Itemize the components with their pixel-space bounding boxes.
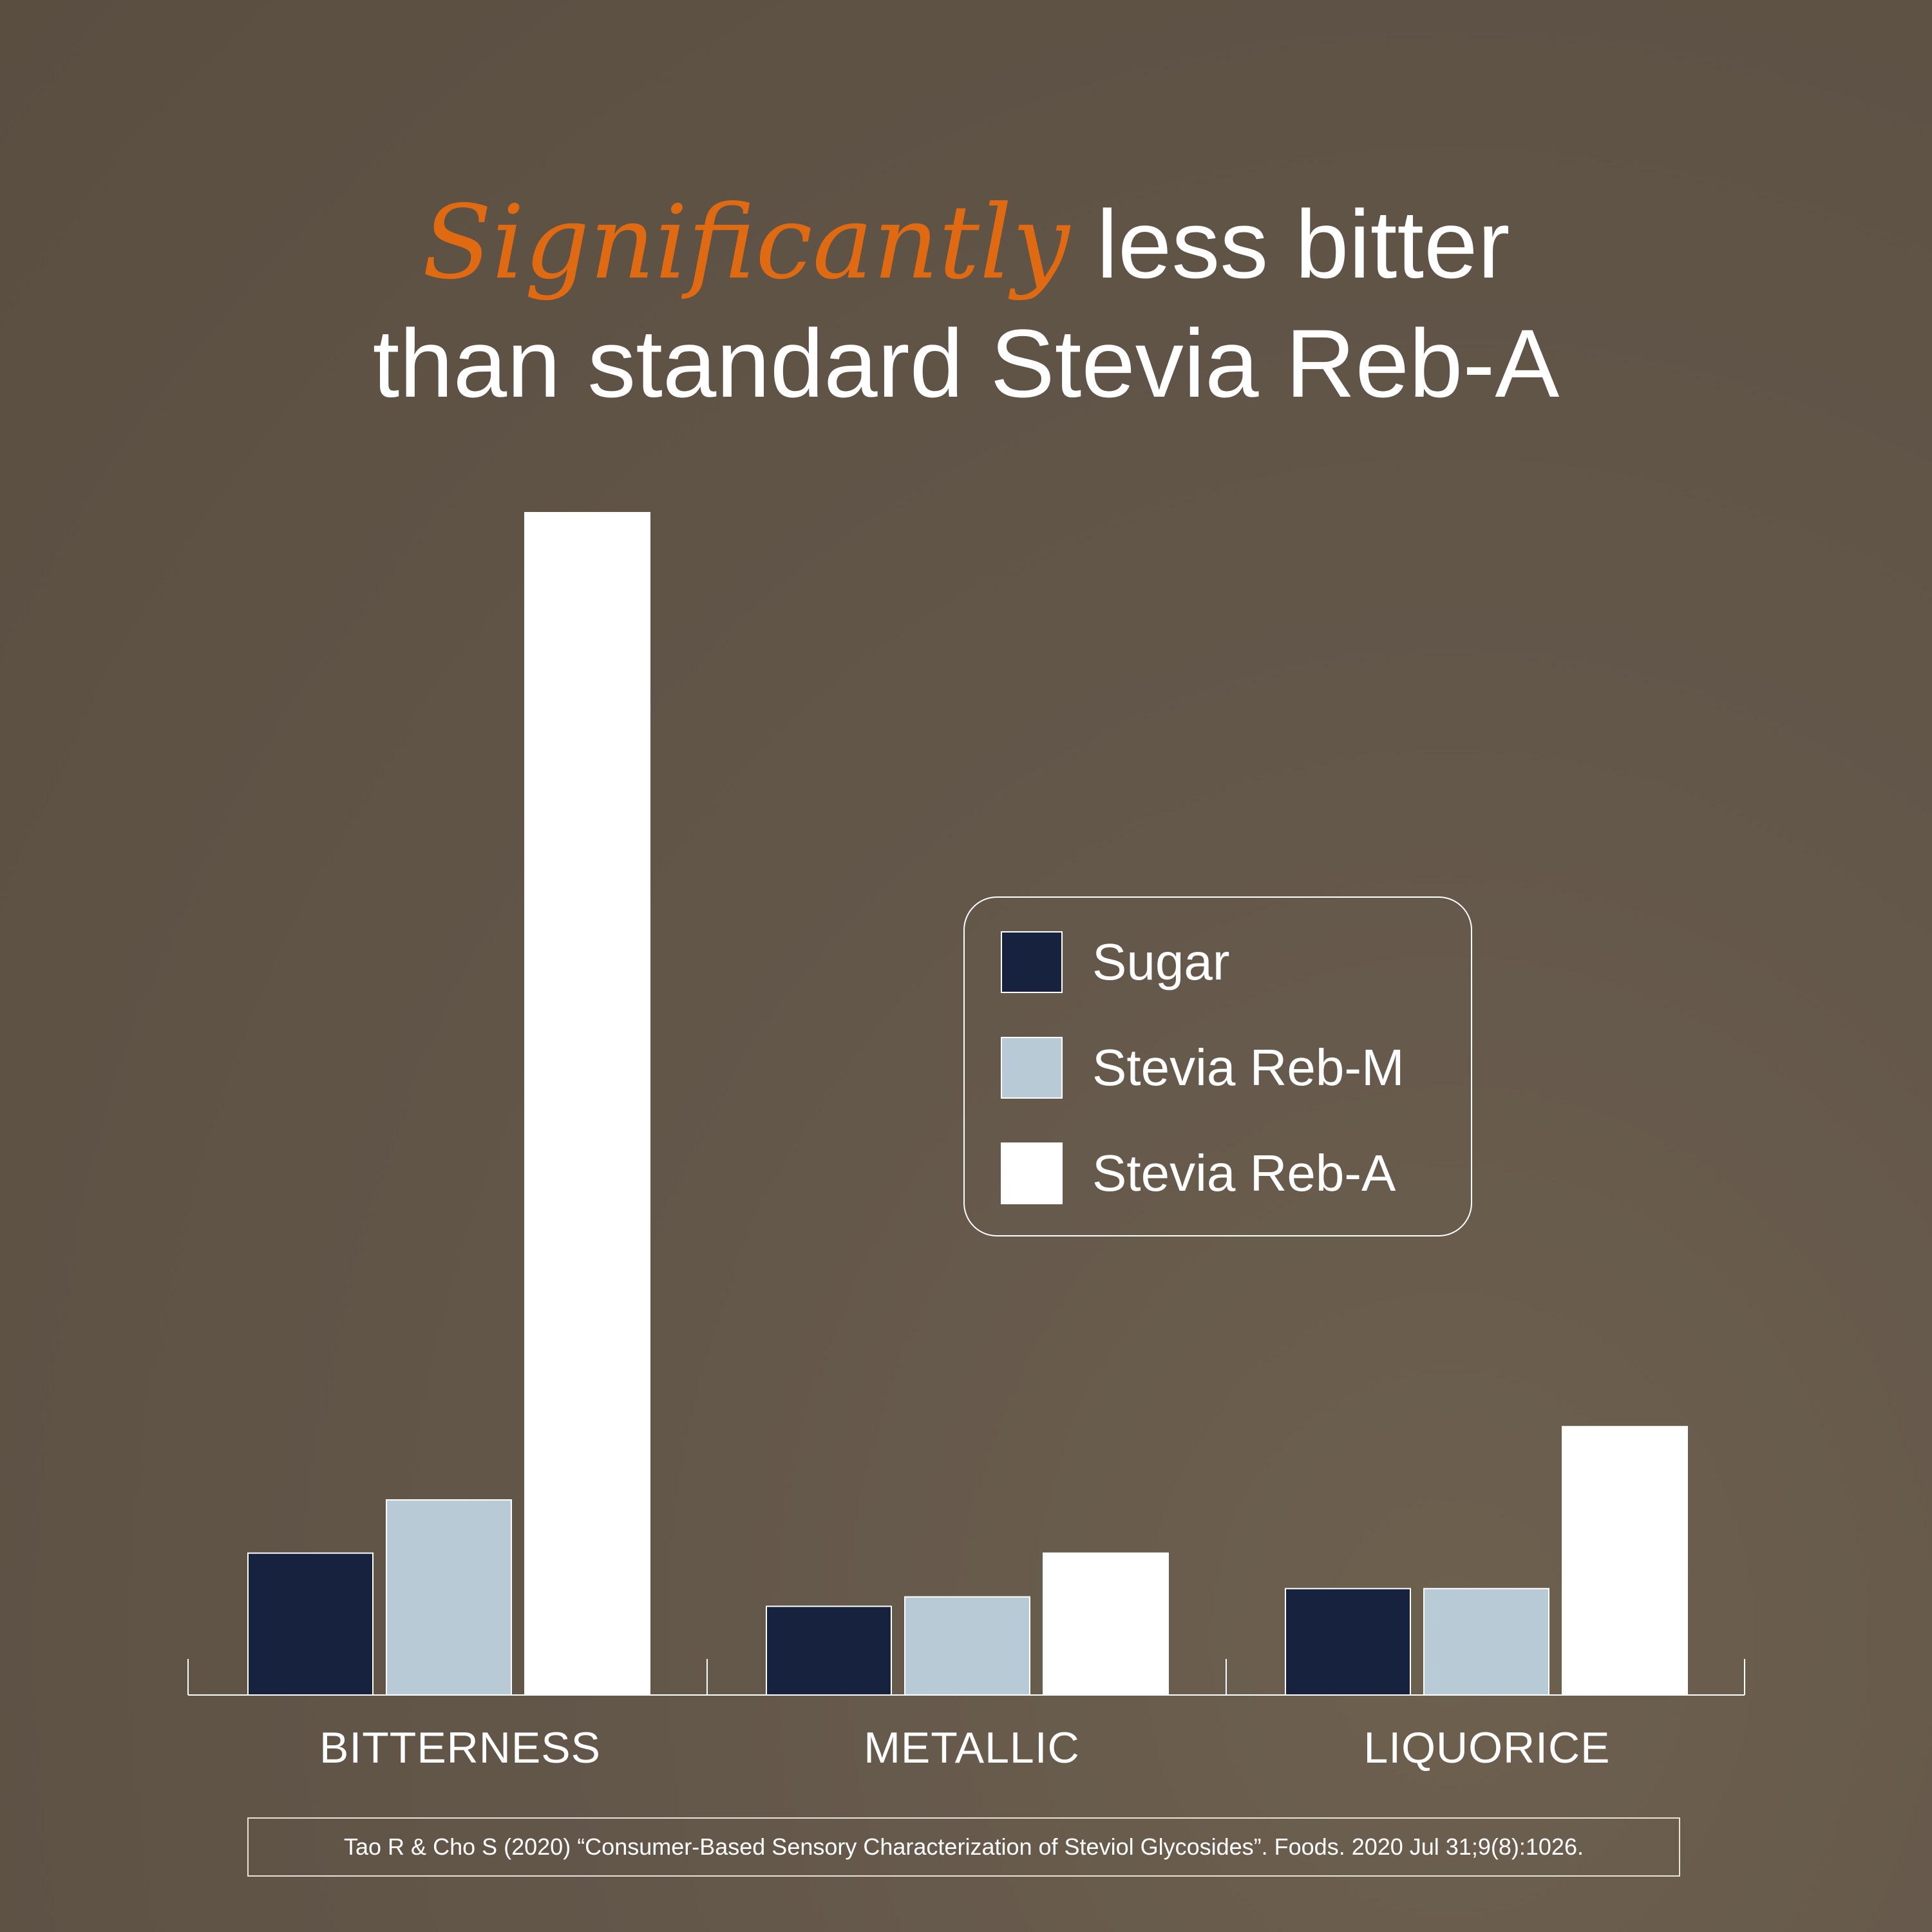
bar-bitterness-reb-a <box>524 512 650 1696</box>
legend-item-sugar: Sugar <box>1001 931 1229 993</box>
chart-legend: Sugar Stevia Reb-M Stevia Reb-A <box>963 896 1472 1236</box>
bar-metallic-sugar <box>766 1605 892 1696</box>
legend-swatch-reb-a <box>1001 1142 1063 1204</box>
category-label-metallic: METALLIC <box>864 1723 1080 1772</box>
legend-label-reb-a: Stevia Reb-A <box>1092 1144 1396 1202</box>
bar-liquorice-reb-m <box>1423 1587 1549 1696</box>
title-line-2: than standard Stevia Reb-A <box>372 309 1560 417</box>
bar-bitterness-reb-m <box>386 1499 512 1696</box>
bar-bitterness-sugar <box>247 1552 374 1696</box>
source-citation: Tao R & Cho S (2020) “Consumer-Based Sen… <box>247 1817 1680 1877</box>
category-label-liquorice: LIQUORICE <box>1363 1723 1611 1772</box>
bar-liquorice-reb-a <box>1562 1426 1688 1696</box>
bar-metallic-reb-m <box>904 1596 1030 1696</box>
chart-title: Significantly less bitter than standard … <box>0 184 1932 423</box>
legend-item-reb-m: Stevia Reb-M <box>1001 1037 1405 1099</box>
category-label-bitterness: BITTERNESS <box>319 1723 601 1772</box>
legend-item-reb-a: Stevia Reb-A <box>1001 1142 1396 1204</box>
bar-liquorice-sugar <box>1285 1587 1411 1696</box>
legend-label-reb-m: Stevia Reb-M <box>1092 1039 1405 1096</box>
legend-swatch-sugar <box>1001 931 1063 993</box>
legend-label-sugar: Sugar <box>1092 933 1230 990</box>
title-line-1: Significantly less bitter <box>0 184 1932 304</box>
title-line-1-rest: less bitter <box>1069 190 1510 298</box>
legend-swatch-reb-m <box>1001 1037 1063 1099</box>
bar-metallic-reb-a <box>1043 1552 1169 1696</box>
title-emphasis: Significantly <box>422 184 1070 302</box>
